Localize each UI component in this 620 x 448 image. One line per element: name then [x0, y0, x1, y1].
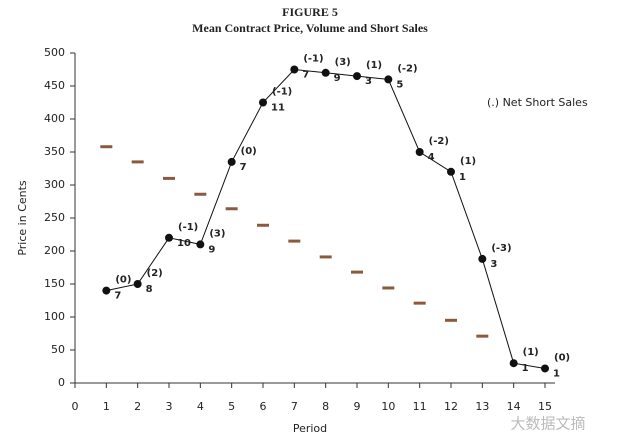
price-point: [165, 233, 173, 242]
x-tick-label: 7: [291, 400, 298, 413]
y-tick-label: 400: [44, 112, 65, 125]
price-point: [384, 75, 393, 84]
y-axis-label: Price in Cents: [16, 180, 29, 256]
x-tick-label: 6: [260, 400, 267, 413]
y-tick-label: 350: [44, 145, 65, 158]
volume-label: 5: [396, 79, 403, 90]
price-point: [227, 157, 236, 166]
watermark: 大数据文摘: [510, 415, 585, 433]
x-tick-label: 14: [507, 400, 521, 413]
short-dash: [382, 286, 395, 290]
x-tick-label: 0: [72, 400, 79, 413]
price-point: [541, 364, 549, 373]
short-dash: [257, 223, 269, 227]
price-point: [102, 286, 111, 295]
volume-label: 4: [428, 152, 435, 163]
price-point: [321, 68, 330, 77]
x-tick-label: 11: [413, 400, 427, 413]
short-dash: [225, 207, 238, 211]
x-tick-label: 15: [538, 400, 552, 413]
x-tick-label: 8: [322, 400, 329, 413]
short-label: (1): [460, 156, 476, 167]
short-label: (1): [366, 60, 382, 71]
short-label: (3): [335, 57, 351, 68]
volume-label: 7: [302, 70, 309, 81]
short-label: (-1): [272, 87, 292, 98]
short-label: (0): [241, 146, 257, 157]
short-dash: [163, 176, 175, 180]
y-tick-label: 300: [44, 178, 65, 191]
price-point: [509, 359, 518, 368]
price-line: [106, 68, 546, 369]
y-tick-label: 500: [44, 46, 65, 59]
volume-label: 3: [365, 76, 372, 87]
price-point: [196, 240, 205, 249]
volume-label: 8: [146, 284, 153, 295]
chart-subtitle: Mean Contract Price, Volume and Short Sa…: [192, 21, 428, 35]
short-dash: [288, 239, 301, 243]
annotation: (.) Net Short Sales: [487, 96, 588, 109]
volume-label: 11: [271, 103, 285, 114]
y-tick-label: 150: [44, 277, 65, 290]
price-point: [447, 167, 455, 176]
x-tick-label: 12: [444, 400, 458, 413]
volume-label: 7: [240, 162, 247, 173]
y-tick-label: 0: [58, 376, 65, 389]
price-point: [290, 65, 299, 74]
y-tick-label: 450: [44, 79, 65, 92]
volume-label: 9: [208, 244, 215, 255]
short-dash: [351, 270, 363, 274]
y-tick-label: 200: [44, 244, 65, 257]
short-dash: [445, 318, 457, 322]
volume-label: 1: [459, 172, 466, 183]
volume-label: 9: [334, 73, 341, 84]
volume-label: 7: [114, 291, 121, 302]
x-tick-label: 5: [228, 400, 235, 413]
price-point: [415, 148, 424, 156]
y-tick-label: 100: [44, 310, 65, 323]
price-point: [259, 98, 267, 107]
price-point: [133, 280, 142, 288]
short-label: (-3): [491, 243, 511, 254]
short-dash: [319, 255, 332, 259]
price-point: [353, 72, 361, 81]
x-tick-label: 9: [354, 400, 361, 413]
y-tick-label: 250: [44, 211, 65, 224]
y-tick-label: 50: [51, 343, 65, 356]
short-label: (2): [147, 268, 163, 279]
volume-label: 1: [553, 368, 560, 379]
x-axis-label: Period: [293, 422, 327, 435]
price-point: [478, 254, 487, 263]
short-label: (-1): [178, 222, 198, 233]
volume-label: 3: [490, 259, 497, 270]
short-label: (-2): [429, 136, 449, 147]
x-tick-label: 10: [381, 400, 395, 413]
volume-label: 1: [522, 363, 529, 374]
short-label: (0): [554, 352, 570, 363]
chart-title: FIGURE 5: [282, 5, 338, 19]
x-tick-label: 4: [197, 400, 204, 413]
x-tick-label: 13: [475, 400, 489, 413]
short-dash: [194, 192, 207, 196]
short-label: (-1): [303, 54, 323, 65]
volume-label: 10: [177, 238, 191, 249]
short-dash: [131, 160, 144, 164]
short-dash: [100, 145, 113, 149]
short-label: (3): [209, 228, 225, 239]
short-label: (-2): [397, 63, 417, 74]
short-dash: [476, 334, 489, 338]
short-label: (1): [523, 347, 539, 358]
x-tick-label: 3: [166, 400, 173, 413]
short-label: (0): [115, 275, 131, 286]
x-tick-label: 1: [103, 400, 110, 413]
short-dash: [413, 301, 426, 305]
x-tick-label: 2: [134, 400, 141, 413]
